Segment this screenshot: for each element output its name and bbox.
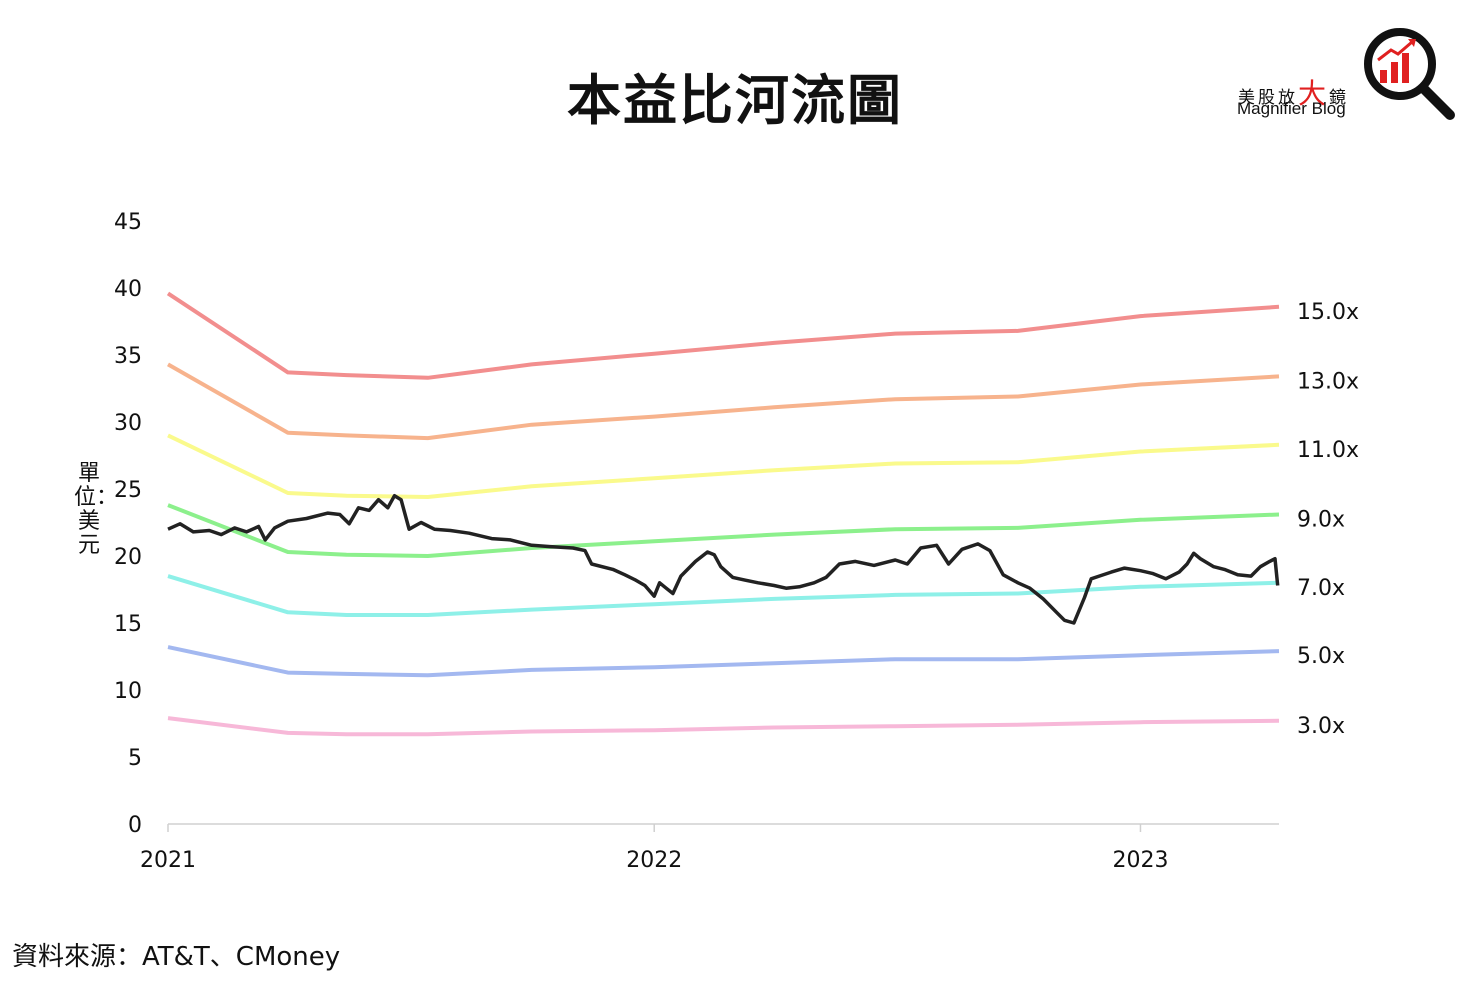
brand-logo[interactable]: 美股放大鏡 Magnifier Blog <box>1230 22 1465 127</box>
magnifier-bar-chart-icon <box>1364 28 1455 120</box>
y-tick-label: 10 <box>114 679 142 704</box>
pe-bands <box>166 291 1280 737</box>
band-labels: 15.0x 13.0x 11.0x 9.0x 7.0x 5.0x 3.0x <box>1297 300 1359 739</box>
price-line <box>167 493 1280 625</box>
logo-chinese-text: 美股放大鏡 <box>1238 72 1349 112</box>
band-line-3.0x <box>167 716 1280 737</box>
data-source-note: 資料來源：AT&T、CMoney <box>12 942 341 972</box>
band-line-9.0x <box>167 503 1280 558</box>
band-line-15.0x <box>166 291 1280 380</box>
logo-cn-part-1: 美股放 <box>1238 88 1298 108</box>
logo-cn-part-2: 鏡 <box>1329 88 1350 108</box>
band-label-13.0x: 13.0x <box>1297 369 1359 394</box>
band-label-5.0x: 5.0x <box>1297 644 1345 669</box>
y-tick-label: 45 <box>114 210 142 235</box>
band-line-13.0x <box>167 362 1280 441</box>
x-tick-label: 2023 <box>1112 848 1168 873</box>
chart-title: 本益比河流圖 <box>567 69 903 132</box>
price-series <box>167 493 1280 625</box>
y-tick-label: 35 <box>114 344 142 369</box>
y-tick-label: 15 <box>114 612 142 637</box>
y-tick-label: 0 <box>128 813 142 838</box>
band-line-7.0x <box>167 574 1280 617</box>
band-label-15.0x: 15.0x <box>1297 300 1359 325</box>
y-tick-label: 20 <box>114 545 142 570</box>
y-tick-label: 25 <box>114 478 142 503</box>
band-line-5.0x <box>167 645 1280 678</box>
y-tick-label: 5 <box>128 746 142 771</box>
x-tick-label: 2021 <box>140 848 196 873</box>
band-label-9.0x: 9.0x <box>1297 507 1345 532</box>
x-tick-labels: 2021 2022 2023 <box>140 824 1168 873</box>
band-label-7.0x: 7.0x <box>1297 576 1345 601</box>
band-label-11.0x: 11.0x <box>1297 438 1359 463</box>
band-line-11.0x <box>167 433 1280 499</box>
logo-cn-big-char: 大 <box>1298 77 1330 110</box>
y-tick-label: 40 <box>114 277 142 302</box>
band-label-3.0x: 3.0x <box>1297 714 1345 739</box>
logo-english-text: Magnifier Blog <box>1237 99 1346 118</box>
x-tick-label: 2022 <box>626 848 682 873</box>
y-axis-label: 單位：美元 <box>74 461 119 558</box>
y-tick-label: 30 <box>114 411 142 436</box>
y-tick-labels: 0 5 10 15 20 25 30 35 40 45 <box>114 210 142 838</box>
